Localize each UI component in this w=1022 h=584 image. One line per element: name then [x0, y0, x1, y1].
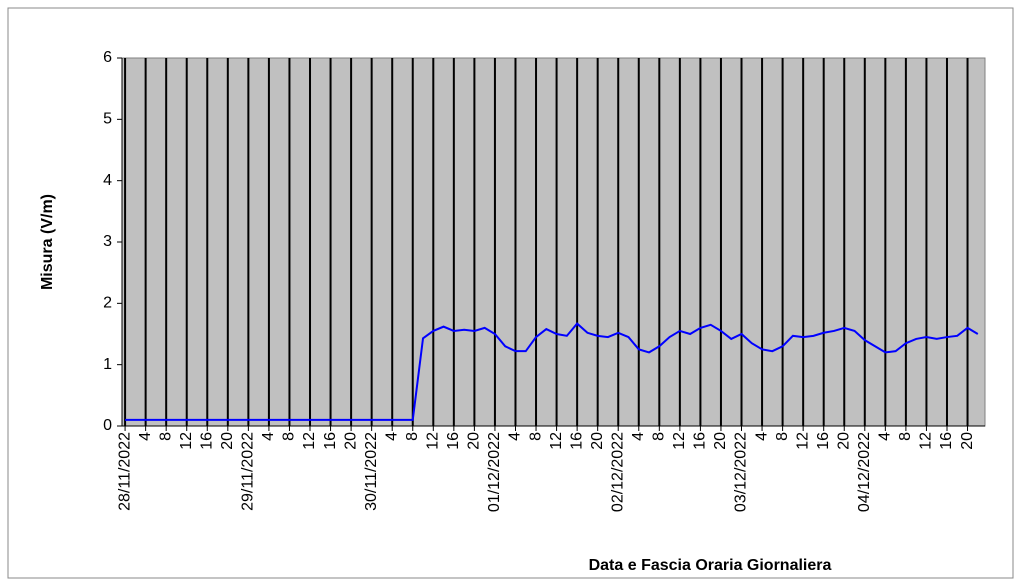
y-tick-label: 6: [103, 49, 112, 66]
y-tick-label: 3: [103, 233, 112, 250]
x-tick-label: 12: [178, 432, 195, 450]
x-tick-label: 16: [815, 432, 832, 450]
x-tick-label: 01/12/2022: [486, 432, 503, 512]
x-tick-label: 12: [425, 432, 442, 450]
x-tick-label: 12: [548, 432, 565, 450]
y-tick-label: 5: [103, 111, 112, 128]
x-tick-label: 20: [466, 432, 483, 450]
x-tick-label: 4: [260, 432, 277, 441]
x-tick-label: 4: [137, 432, 154, 441]
x-tick-label: 8: [651, 432, 668, 441]
x-tick-label: 4: [507, 432, 524, 441]
x-tick-label: 12: [794, 432, 811, 450]
x-tick-label: 16: [692, 432, 709, 450]
x-tick-label: 4: [383, 432, 400, 441]
y-tick-label: 4: [103, 172, 112, 189]
x-tick-label: 16: [568, 432, 585, 450]
x-tick-label: 8: [774, 432, 791, 441]
x-tick-label: 28/11/2022: [116, 432, 133, 511]
x-tick-label: 20: [712, 432, 729, 450]
x-tick-label: 12: [671, 432, 688, 450]
x-tick-label: 4: [753, 432, 770, 441]
y-tick-label: 0: [103, 417, 112, 434]
x-tick-label: 04/12/2022: [856, 432, 873, 512]
x-tick-label: 16: [445, 432, 462, 450]
x-tick-label: 20: [219, 432, 236, 450]
x-tick-label: 29/11/2022: [240, 432, 257, 511]
x-tick-label: 16: [938, 432, 955, 450]
x-tick-label: 20: [835, 432, 852, 450]
x-tick-label: 20: [589, 432, 606, 450]
x-tick-label: 4: [877, 432, 894, 441]
x-tick-label: 30/11/2022: [363, 432, 380, 511]
y-tick-label: 1: [103, 356, 112, 373]
x-tick-label: 12: [301, 432, 318, 450]
x-tick-label: 8: [157, 432, 174, 441]
y-tick-label: 2: [103, 295, 112, 312]
x-tick-label: 8: [897, 432, 914, 441]
x-tick-label: 8: [281, 432, 298, 441]
x-tick-label: 4: [630, 432, 647, 441]
y-axis-label: Misura (V/m): [39, 194, 56, 290]
x-tick-label: 20: [342, 432, 359, 450]
x-tick-label: 8: [527, 432, 544, 441]
x-axis-label: Data e Fascia Oraria Giornaliera: [589, 557, 832, 574]
plot-area: [121, 57, 986, 427]
x-tick-label: 20: [959, 432, 976, 450]
x-tick-label: 02/12/2022: [609, 432, 626, 512]
x-tick-label: 12: [918, 432, 935, 450]
x-tick-label: 16: [198, 432, 215, 450]
x-tick-label: 03/12/2022: [733, 432, 750, 512]
data-line: [125, 322, 979, 421]
x-tick-label: 8: [404, 432, 421, 441]
x-tick-label: 16: [322, 432, 339, 450]
